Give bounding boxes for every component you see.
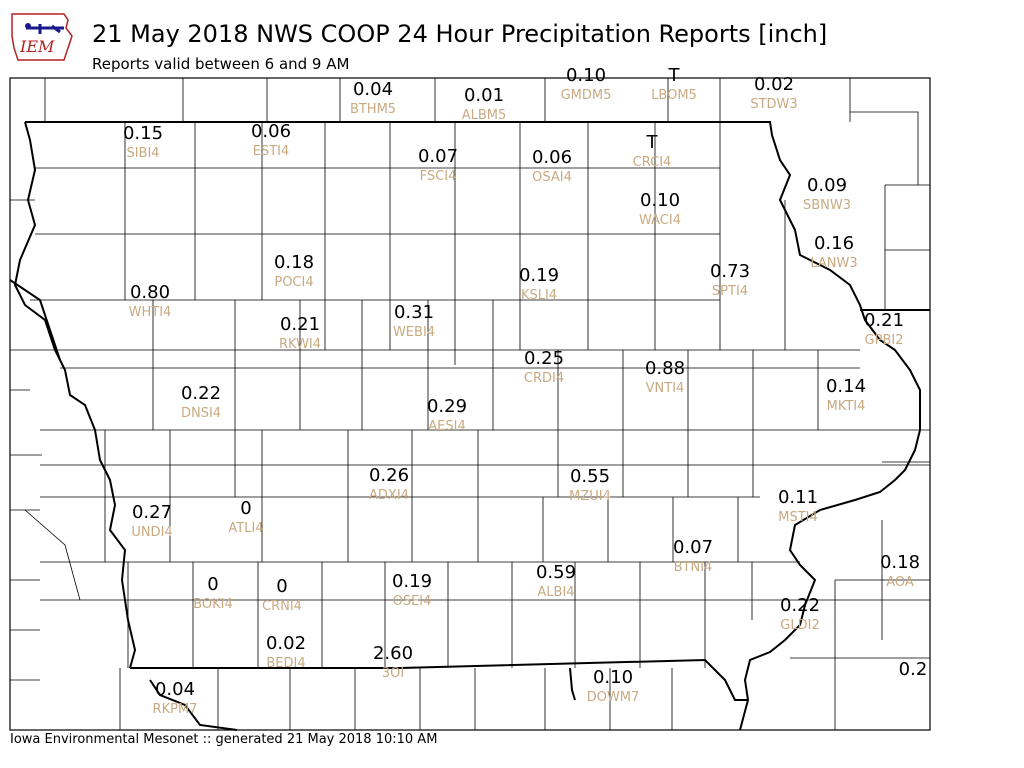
precip-value: 0.73 — [710, 261, 750, 282]
precip-value: 2.60 — [373, 643, 413, 664]
station-id: AOA — [886, 575, 914, 590]
station-id: DNSI4 — [181, 406, 221, 421]
precip-value: T — [646, 132, 659, 153]
precip-value: 0.14 — [826, 376, 866, 397]
station-id: SIBI4 — [126, 146, 159, 161]
station-id: WACI4 — [639, 213, 681, 228]
station-id: OSAI4 — [532, 170, 572, 185]
station-id: KSLI4 — [521, 288, 557, 303]
precip-value: 0.10 — [593, 667, 633, 688]
station-id: SPTI4 — [712, 284, 748, 299]
precip-value: 0.04 — [353, 79, 393, 100]
precip-value: 0.19 — [519, 265, 559, 286]
station-id: FSCI4 — [420, 169, 457, 184]
station-id: BEDI4 — [266, 656, 305, 671]
station-labels: 0.04 BTHM5 0.01 ALBM5 0.10 GMDM5 T LBOM5 0.02 STD… — [123, 65, 927, 717]
station-id: ADXI4 — [369, 488, 409, 503]
precip-value: 0.01 — [464, 85, 504, 106]
precip-value: 0.18 — [880, 552, 920, 573]
county-boundaries — [10, 78, 930, 730]
station-id: VNTI4 — [646, 381, 685, 396]
precip-value: 0.07 — [673, 537, 713, 558]
map-title: 21 May 2018 NWS COOP 24 Hour Precipitati… — [92, 20, 828, 48]
station-id: WHTI4 — [129, 305, 172, 320]
precip-value: 0 — [207, 574, 218, 595]
precip-value: 0.22 — [780, 595, 820, 616]
station-id: ALBI4 — [537, 585, 574, 600]
precip-value: 0.21 — [280, 314, 320, 335]
station-id: 3OI — [382, 666, 404, 681]
precip-value: 0.18 — [274, 252, 314, 273]
station-id: MSTI4 — [778, 510, 818, 525]
precip-value: 0.07 — [418, 146, 458, 167]
station-id: WEBI4 — [393, 325, 435, 340]
precip-value: 0.25 — [524, 348, 564, 369]
footer-credit: Iowa Environmental Mesonet :: generated … — [10, 732, 438, 747]
map-subtitle: Reports valid between 6 and 9 AM — [92, 55, 350, 73]
station-id: ESTI4 — [253, 144, 290, 159]
precip-value: 0.06 — [532, 147, 572, 168]
station-id: BOKI4 — [193, 597, 233, 612]
precip-value: 0.27 — [132, 502, 172, 523]
precip-value: 0.10 — [640, 190, 680, 211]
station-id: LBOM5 — [651, 88, 697, 103]
station-id: ALBM5 — [462, 108, 507, 123]
precip-value: 0.15 — [123, 123, 163, 144]
precip-value: 0.55 — [570, 466, 610, 487]
precip-value: 0.06 — [251, 121, 291, 142]
station-id: ATLI4 — [228, 521, 263, 536]
precip-value: 0.2 — [899, 659, 928, 680]
precip-value: 0.29 — [427, 396, 467, 417]
precip-value: 0.02 — [266, 633, 306, 654]
station-id: LANW3 — [810, 256, 857, 271]
precip-value: 0 — [240, 498, 251, 519]
station-id: CRCI4 — [633, 155, 672, 170]
station-id: GMDM5 — [561, 88, 612, 103]
precip-value: 0 — [276, 576, 287, 597]
station-id: UNDI4 — [131, 525, 172, 540]
precip-value: 0.31 — [394, 302, 434, 323]
station-id: STDW3 — [750, 97, 797, 112]
station-id: BTHM5 — [350, 102, 396, 117]
station-id: MZUI4 — [569, 489, 611, 504]
precip-value: 0.16 — [814, 233, 854, 254]
precip-value: 0.21 — [864, 310, 904, 331]
station-id: GLDI2 — [780, 618, 819, 633]
iem-logo: IEM — [11, 13, 73, 61]
precip-value: 0.88 — [645, 358, 685, 379]
iem-logo-text: IEM — [19, 37, 55, 56]
station-id: AESI4 — [428, 419, 465, 434]
precip-value: 0.10 — [566, 65, 606, 86]
precip-value: 0.11 — [778, 487, 818, 508]
station-id: GPBI2 — [865, 333, 904, 348]
precip-value: 0.09 — [807, 175, 847, 196]
station-id: CRDI4 — [524, 371, 564, 386]
station-id: POCI4 — [274, 275, 313, 290]
state-boundaries — [9, 121, 930, 731]
station-id: RKWI4 — [279, 337, 321, 352]
station-id: OSEI4 — [393, 594, 432, 609]
station-id: BTNI4 — [674, 560, 713, 575]
precip-value: 0.02 — [754, 74, 794, 95]
precip-value: T — [668, 65, 681, 86]
precip-value: 0.80 — [130, 282, 170, 303]
precip-value: 0.19 — [392, 571, 432, 592]
station-id: RKPM7 — [153, 702, 198, 717]
precip-value: 0.59 — [536, 562, 576, 583]
map-frame — [9, 77, 931, 731]
precip-value: 0.26 — [369, 465, 409, 486]
station-id: DOWM7 — [587, 690, 640, 705]
station-id: CRNI4 — [262, 599, 302, 614]
precip-value: 0.04 — [155, 679, 195, 700]
precip-value: 0.22 — [181, 383, 221, 404]
station-id: MKTI4 — [827, 399, 866, 414]
station-id: SBNW3 — [803, 198, 851, 213]
